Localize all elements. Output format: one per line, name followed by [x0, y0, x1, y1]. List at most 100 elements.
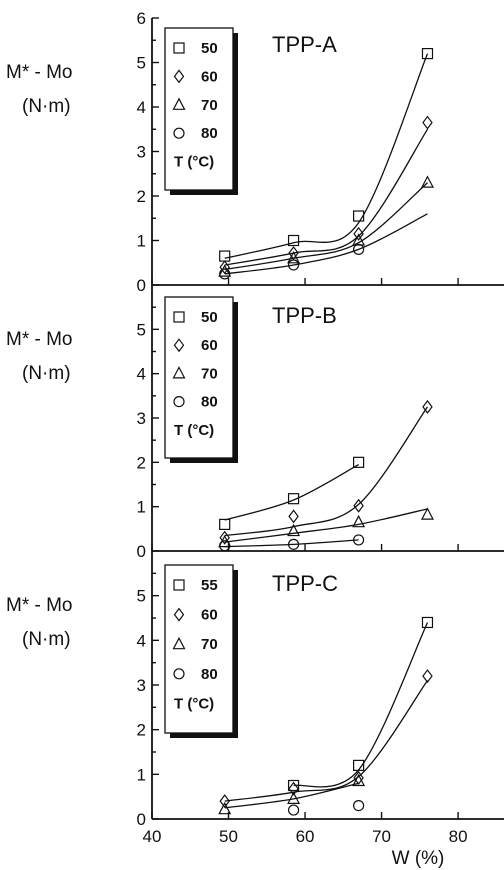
y-axis-label: M* - Mo — [6, 329, 73, 350]
data-point-60 — [219, 260, 230, 275]
data-point-60 — [219, 794, 230, 809]
legend-marker — [173, 311, 185, 323]
x-tick-label: 60 — [296, 827, 315, 846]
legend-marker — [172, 97, 186, 110]
y-tick-label: 3 — [137, 143, 146, 162]
y-tick-label: 1 — [137, 498, 146, 517]
data-point-60 — [353, 498, 364, 513]
legend-label: 60 — [201, 68, 218, 85]
data-point-80 — [353, 243, 365, 255]
y-tick-label: 2 — [137, 187, 146, 206]
legend-label: 80 — [201, 125, 218, 142]
x-tick-label: 80 — [449, 827, 468, 846]
data-point-50 — [219, 518, 231, 531]
data-point-50 — [219, 250, 231, 262]
data-point-60 — [288, 509, 299, 524]
data-point-50 — [353, 210, 365, 222]
data-point-70 — [287, 523, 301, 537]
legend-marker — [173, 607, 185, 622]
x-tick-label: 70 — [372, 827, 391, 846]
chart-panel-2: 0 1 2 3 4 5 M* - Mo (N·m) TPP-B 50 60 70 80 T (°C) — [6, 285, 504, 561]
y-tick-label: 5 — [137, 587, 146, 606]
data-point-60 — [219, 530, 230, 545]
fit-curve-60 — [224, 128, 429, 266]
y-tick-label: 0 — [137, 810, 146, 829]
data-point-70 — [352, 233, 366, 246]
panel-title: TPP-B — [272, 303, 337, 328]
data-point-50 — [287, 234, 300, 247]
fit-curve-80 — [224, 213, 428, 275]
legend-label: 70 — [201, 97, 218, 114]
data-point-70 — [218, 801, 232, 815]
fit-curve-80 — [224, 539, 359, 548]
legend-marker — [173, 396, 185, 408]
data-point-70 — [420, 507, 434, 520]
fit-curve-60 — [224, 406, 429, 537]
legend-marker — [173, 668, 185, 680]
legend-label: 60 — [201, 607, 218, 624]
y-tick-label: 6 — [137, 9, 146, 28]
chart-panel-1: 0 1 2 3 4 5 6 M* - Mo (N·m) TPP-A 50 60 70 80 T (°C) — [6, 9, 504, 295]
y-tick-label: 1 — [137, 765, 146, 784]
data-point-70 — [287, 251, 301, 264]
legend-label: 55 — [201, 577, 218, 594]
legend-marker — [172, 366, 186, 379]
y-tick-label: 2 — [137, 721, 146, 740]
y-tick-label: 3 — [137, 409, 146, 428]
data-point-70 — [352, 514, 366, 528]
y-tick-label: 4 — [137, 365, 146, 384]
data-point-80 — [219, 540, 231, 552]
data-point-80 — [287, 804, 300, 816]
data-point-80 — [219, 268, 231, 280]
data-point-55 — [287, 779, 300, 792]
panel-title: TPP-A — [272, 32, 337, 57]
y-tick-label: 3 — [137, 676, 146, 695]
data-point-80 — [287, 259, 300, 271]
legend-marker — [173, 42, 185, 54]
fit-curve-70 — [224, 782, 359, 809]
y-axis-label: M* - Mo — [6, 62, 73, 83]
legend-marker — [172, 636, 186, 650]
legend-marker — [173, 579, 185, 591]
x-tick-label: 40 — [143, 827, 162, 846]
y-axis-label: M* - Mo — [6, 595, 73, 616]
x-axis-label: W (%) — [392, 848, 445, 869]
fit-curve-50 — [224, 53, 429, 259]
legend-label: 70 — [201, 365, 218, 382]
legend-label: 70 — [201, 636, 218, 653]
legend-label: 80 — [201, 394, 218, 411]
y-axis-unit: (N·m) — [22, 96, 71, 117]
data-point-55 — [421, 616, 434, 629]
data-point-55 — [353, 759, 365, 772]
panel-title: TPP-C — [272, 571, 338, 596]
fit-curve-70 — [224, 508, 428, 543]
data-point-60 — [422, 669, 433, 684]
legend-marker — [173, 127, 185, 139]
y-tick-label: 4 — [137, 98, 146, 117]
y-axis-unit: (N·m) — [22, 629, 71, 650]
legend-label: 60 — [201, 337, 218, 354]
y-axis-unit: (N·m) — [22, 363, 71, 384]
data-point-80 — [287, 538, 300, 550]
legend-marker — [173, 338, 185, 353]
data-point-80 — [353, 799, 365, 812]
y-tick-label: 5 — [137, 54, 146, 73]
data-point-70 — [218, 264, 232, 277]
y-tick-label: 5 — [137, 320, 146, 339]
data-point-50 — [353, 456, 365, 468]
data-point-60 — [353, 226, 364, 241]
legend-label: 50 — [201, 40, 218, 57]
fit-curve-60 — [224, 680, 429, 802]
legend-title: T (°C) — [174, 695, 214, 712]
data-point-60 — [422, 399, 433, 414]
x-tick-label: 50 — [219, 827, 238, 846]
data-point-70 — [352, 773, 366, 787]
y-tick-label: 4 — [137, 631, 146, 650]
fit-curve-55 — [293, 622, 429, 788]
legend-title: T (°C) — [174, 422, 214, 439]
fit-curve-70 — [224, 182, 428, 271]
y-tick-label: 0 — [137, 276, 146, 295]
y-tick-label: 1 — [137, 232, 146, 251]
data-point-60 — [288, 781, 299, 796]
